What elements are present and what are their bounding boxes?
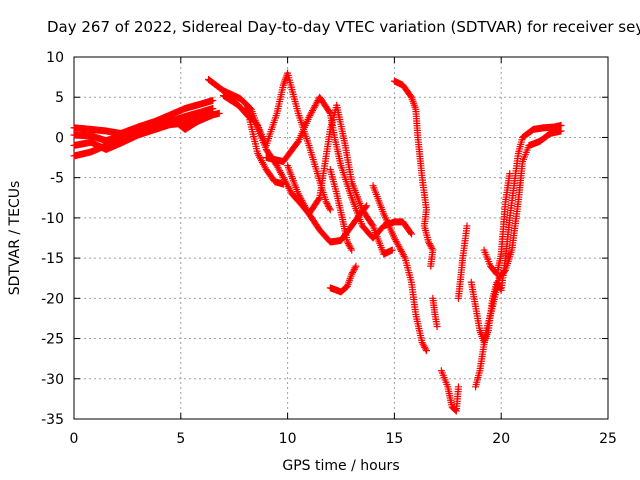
y-tick-label: -20	[41, 291, 64, 307]
data-point	[454, 383, 462, 391]
data-point	[315, 195, 323, 203]
y-tick-label: 5	[55, 90, 64, 106]
x-tick-label: 10	[279, 431, 297, 447]
plot-frame	[73, 56, 609, 420]
x-tick-label: 5	[176, 431, 185, 447]
data-point	[343, 238, 351, 246]
data-point	[400, 252, 408, 260]
data-point	[325, 203, 333, 211]
y-axis-label: SDTVAR / TECUs	[7, 181, 23, 296]
data-point	[422, 345, 430, 353]
data-point	[209, 111, 217, 119]
data-point	[418, 339, 426, 347]
data-point	[347, 244, 355, 252]
series-track-10	[326, 166, 356, 254]
data-point	[279, 180, 287, 188]
data-point	[407, 229, 415, 237]
x-tick-label: 0	[70, 431, 79, 447]
series-track-17	[467, 121, 565, 347]
data-point	[322, 198, 330, 206]
x-tick-label: 25	[599, 431, 617, 447]
data-point	[348, 246, 356, 254]
data-point	[349, 267, 357, 275]
data-point	[326, 206, 334, 214]
data-point	[427, 243, 435, 251]
data-point	[209, 96, 217, 104]
data-point	[209, 104, 217, 112]
y-tick-label: 10	[46, 50, 64, 66]
y-axis: 10 5 0 -5 -10 -15 -20 -25 -30 -35	[41, 50, 608, 428]
y-tick-label: -10	[41, 211, 64, 227]
data-point	[345, 241, 353, 249]
chart-title: Day 267 of 2022, Sidereal Day-to-day VTE…	[47, 18, 640, 36]
x-tick-label: 20	[492, 431, 510, 447]
data-point	[344, 240, 352, 248]
data-point	[325, 204, 333, 212]
data-point	[323, 199, 331, 207]
y-tick-label: -5	[50, 171, 64, 187]
data-point	[348, 270, 356, 278]
data-point	[407, 230, 415, 238]
data-point	[463, 222, 471, 230]
data-point	[433, 322, 441, 330]
data-point	[557, 127, 565, 135]
data-point	[426, 241, 434, 249]
data-point	[324, 201, 332, 209]
x-tick-label: 15	[385, 431, 403, 447]
series-track-14	[429, 294, 441, 330]
data-marks	[70, 69, 565, 415]
y-tick-label: -25	[41, 332, 64, 348]
series-track-4	[70, 111, 217, 160]
series-track-13	[390, 77, 437, 270]
data-point	[350, 265, 358, 273]
series-track-15	[437, 367, 462, 415]
data-point	[419, 340, 427, 348]
x-axis-label: GPS time / hours	[282, 458, 399, 474]
data-point	[451, 406, 459, 414]
data-point	[506, 170, 514, 178]
data-point	[501, 267, 509, 275]
y-tick-label: 0	[55, 130, 64, 146]
data-point	[407, 92, 415, 100]
y-tick-label: -30	[41, 372, 64, 388]
data-point	[346, 243, 354, 251]
data-point	[420, 342, 428, 350]
x-axis: 0 5 10 15 20 25	[70, 57, 617, 447]
data-point	[421, 343, 429, 351]
data-point	[349, 269, 357, 277]
data-point	[425, 240, 433, 248]
data-point	[425, 238, 433, 246]
y-tick-label: -15	[41, 251, 64, 267]
series-track-12	[369, 182, 430, 355]
series-track-11	[326, 262, 360, 296]
data-point	[352, 262, 360, 270]
y-tick-label: -35	[41, 412, 64, 428]
data-point	[388, 246, 396, 254]
data-point	[363, 202, 371, 210]
data-point	[351, 264, 359, 272]
data-point	[422, 347, 430, 355]
series-track-16	[454, 222, 471, 302]
data-point	[427, 262, 435, 270]
data-point	[215, 109, 223, 117]
series-track-18	[472, 127, 565, 391]
data-point	[278, 172, 286, 180]
data-point	[368, 221, 376, 229]
data-point	[246, 104, 254, 112]
series-track-9	[284, 101, 396, 258]
series-track-19	[480, 170, 514, 278]
